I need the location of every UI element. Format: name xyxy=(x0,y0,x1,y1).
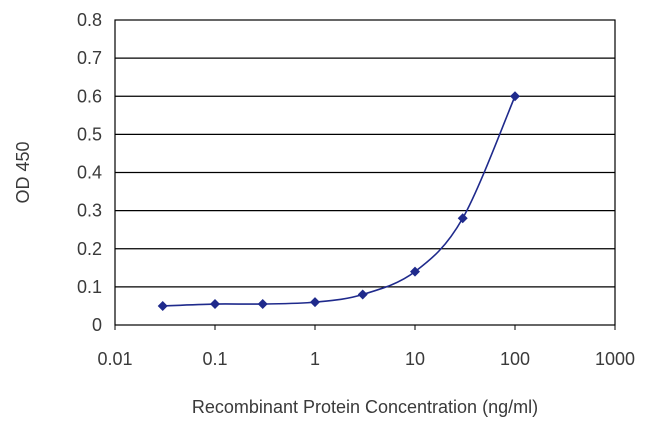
y-tick-label: 0.3 xyxy=(77,201,102,221)
x-tick-label: 1000 xyxy=(595,349,635,369)
x-axis-label: Recombinant Protein Concentration (ng/ml… xyxy=(192,397,538,417)
data-point xyxy=(510,91,520,102)
y-tick-label: 0.1 xyxy=(77,277,102,297)
grid-lines xyxy=(115,57,615,288)
series-curve xyxy=(162,95,516,307)
data-point xyxy=(357,289,368,300)
x-tick-label: 0.1 xyxy=(202,349,227,369)
y-axis-label: OD 450 xyxy=(13,141,33,203)
x-tick-label: 10 xyxy=(405,349,425,369)
y-tick-label: 0 xyxy=(92,315,102,335)
y-tick-label: 0.2 xyxy=(77,239,102,259)
data-point xyxy=(257,299,268,310)
y-tick-label: 0.7 xyxy=(77,48,102,68)
y-tick-label: 0.8 xyxy=(77,10,102,30)
x-tick-label: 0.01 xyxy=(97,349,132,369)
plot-area xyxy=(114,19,616,326)
data-point xyxy=(157,300,168,311)
x-tick-label: 1 xyxy=(310,349,320,369)
y-tick-labels: 0 0.1 0.2 0.3 0.4 0.5 0.6 0.7 0.8 xyxy=(77,10,102,335)
data-point xyxy=(457,213,468,224)
data-point xyxy=(310,297,320,308)
y-tick-label: 0.4 xyxy=(77,163,102,183)
series-points xyxy=(157,91,520,311)
data-point xyxy=(210,299,220,310)
x-tick-labels: 0.01 0.1 1 10 100 1000 xyxy=(97,325,635,369)
y-tick-label: 0.6 xyxy=(77,86,102,106)
y-tick-label: 0.5 xyxy=(77,124,102,144)
x-tick-label: 100 xyxy=(500,349,530,369)
data-point xyxy=(410,266,420,277)
